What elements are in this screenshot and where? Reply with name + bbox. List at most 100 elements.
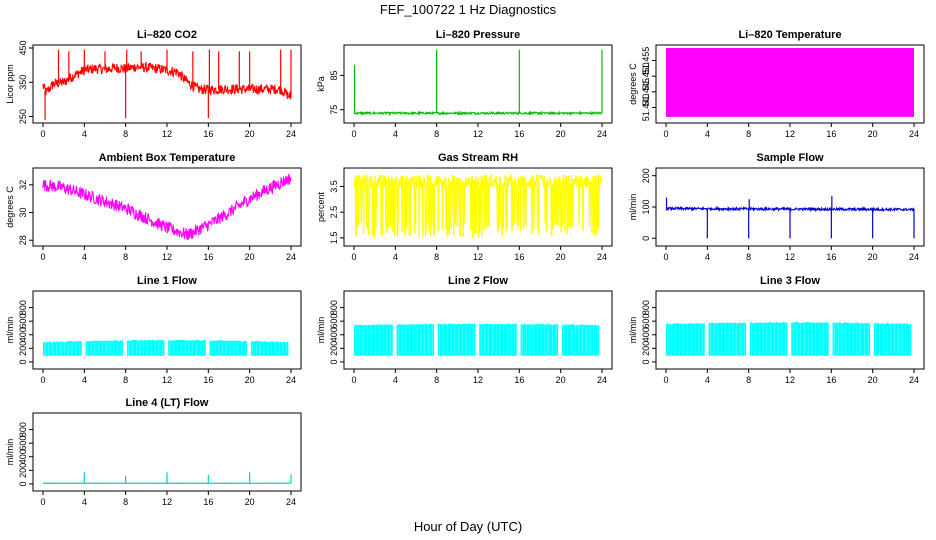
- panel-2-title: Li–820 Pressure: [436, 29, 520, 41]
- y-tick-label: 32: [18, 180, 28, 190]
- panel-4-title: Ambient Box Temperature: [99, 152, 236, 164]
- x-tick-label: 0: [351, 252, 356, 262]
- panel-6-data: [665, 196, 915, 239]
- figure-title: FEF_100722 1 Hz Diagnostics: [380, 2, 557, 17]
- y-tick-label: 100: [641, 199, 651, 214]
- x-tick-label: 20: [245, 375, 255, 385]
- panel-7-y-label: ml/min: [5, 317, 15, 344]
- y-tick-label: 200: [641, 341, 651, 356]
- x-tick-label: 12: [473, 129, 483, 139]
- x-tick-label: 12: [473, 252, 483, 262]
- y-tick-label: 400: [329, 327, 339, 342]
- y-tick-label: 250: [18, 109, 28, 124]
- x-tick-label: 8: [123, 252, 128, 262]
- x-tick-label: 8: [746, 129, 751, 139]
- x-tick-label: 4: [393, 252, 398, 262]
- x-tick-label: 8: [123, 375, 128, 385]
- x-tick-label: 0: [40, 129, 45, 139]
- x-tick-label: 8: [434, 252, 439, 262]
- y-tick-label: 30: [18, 208, 28, 218]
- series-line: [353, 110, 603, 117]
- panel-10: Line 4 (LT) Flow 0 4 8 12 16 20 24 0 200400600800…: [5, 397, 302, 507]
- x-tick-label: 16: [514, 252, 524, 262]
- x-tick-label: 20: [556, 375, 566, 385]
- panel-3: Li–820 Temperature 0 4 8 12 16 20 24 51.44051.44…: [628, 29, 925, 139]
- panel-2-y-label: kPa: [316, 76, 326, 92]
- y-tick-label: 200: [641, 168, 651, 183]
- y-tick-label: 1.5: [329, 232, 339, 245]
- x-tick-label: 0: [663, 252, 668, 262]
- x-tick-label: 24: [909, 129, 919, 139]
- panel-1-data: [42, 49, 292, 120]
- x-tick-label: 24: [909, 375, 919, 385]
- y-tick-label: 350: [18, 75, 28, 90]
- y-tick-label: 400: [18, 327, 28, 342]
- x-tick-label: 20: [868, 375, 878, 385]
- panel-8-y-label: ml/min: [316, 317, 326, 344]
- x-tick-label: 4: [82, 129, 87, 139]
- y-tick-label: 51.450: [641, 62, 651, 90]
- y-tick-label: 600: [18, 436, 28, 451]
- panel-9-y-label: ml/min: [628, 317, 638, 344]
- x-tick-label: 4: [82, 497, 87, 507]
- x-tick-label: 24: [597, 375, 607, 385]
- panel-7-frame: [32, 290, 302, 370]
- x-tick-label: 20: [245, 129, 255, 139]
- figure-x-axis-label: Hour of Day (UTC): [414, 519, 522, 534]
- panel-5-data: [353, 172, 603, 238]
- panel-4-y-label: degrees C: [5, 186, 15, 228]
- panel-7: Line 1 Flow 0 4 8 12 16 20 24 0 200400600800ml/mi…: [5, 275, 302, 385]
- y-tick-label: 51.440: [641, 94, 651, 122]
- y-tick-label: 400: [641, 327, 651, 342]
- panel-9: Line 3 Flow 0 4 8 12 16 20 24 0 200400600800ml/mi…: [628, 275, 925, 385]
- x-tick-label: 4: [393, 375, 398, 385]
- y-tick-label: 0: [18, 481, 28, 486]
- panel-4-data: [42, 173, 292, 240]
- x-tick-label: 0: [40, 497, 45, 507]
- y-tick-label: 200: [18, 341, 28, 356]
- x-tick-label: 4: [393, 129, 398, 139]
- y-tick-label: 400: [18, 449, 28, 464]
- x-tick-label: 4: [705, 129, 710, 139]
- panel-5-y-label: percent: [316, 191, 326, 222]
- x-tick-label: 16: [826, 252, 836, 262]
- x-tick-label: 4: [705, 252, 710, 262]
- x-tick-label: 20: [556, 129, 566, 139]
- panel-3-title: Li–820 Temperature: [738, 29, 841, 41]
- x-tick-label: 12: [162, 375, 172, 385]
- panel-10-y-label: ml/min: [5, 439, 15, 466]
- panel-8-data: [354, 323, 600, 356]
- x-tick-label: 12: [162, 497, 172, 507]
- x-tick-label: 24: [286, 252, 296, 262]
- x-tick-label: 20: [868, 252, 878, 262]
- x-tick-label: 24: [286, 497, 296, 507]
- x-tick-label: 12: [473, 375, 483, 385]
- panel-8: Line 2 Flow 0 4 8 12 16 20 24 0 200400600800ml/mi…: [316, 275, 613, 385]
- x-tick-label: 24: [909, 252, 919, 262]
- y-tick-label: 800: [329, 300, 339, 315]
- x-tick-label: 0: [40, 375, 45, 385]
- panel-6: Sample Flow 0 4 8 12 16 20 24 0 100 200 ml/min: [628, 152, 925, 262]
- x-tick-label: 0: [40, 252, 45, 262]
- x-tick-label: 24: [597, 252, 607, 262]
- series-line: [42, 173, 292, 240]
- panel-7-title: Line 1 Flow: [137, 275, 197, 287]
- x-tick-label: 12: [785, 129, 795, 139]
- panel-1-title: Li–820 CO2: [137, 29, 197, 41]
- panel-10-data: [43, 472, 292, 485]
- series-line: [353, 172, 603, 238]
- x-tick-label: 0: [663, 375, 668, 385]
- y-tick-label: 2.5: [329, 206, 339, 219]
- panel-10-title: Line 4 (LT) Flow: [126, 397, 209, 409]
- panel-1-y-label: Licor ppm: [5, 64, 15, 104]
- y-tick-label: 800: [18, 422, 28, 437]
- x-tick-label: 16: [826, 375, 836, 385]
- x-tick-label: 4: [82, 375, 87, 385]
- x-tick-label: 4: [82, 252, 87, 262]
- y-tick-label: 200: [329, 341, 339, 356]
- panel-6-title: Sample Flow: [756, 152, 824, 164]
- x-tick-label: 24: [597, 129, 607, 139]
